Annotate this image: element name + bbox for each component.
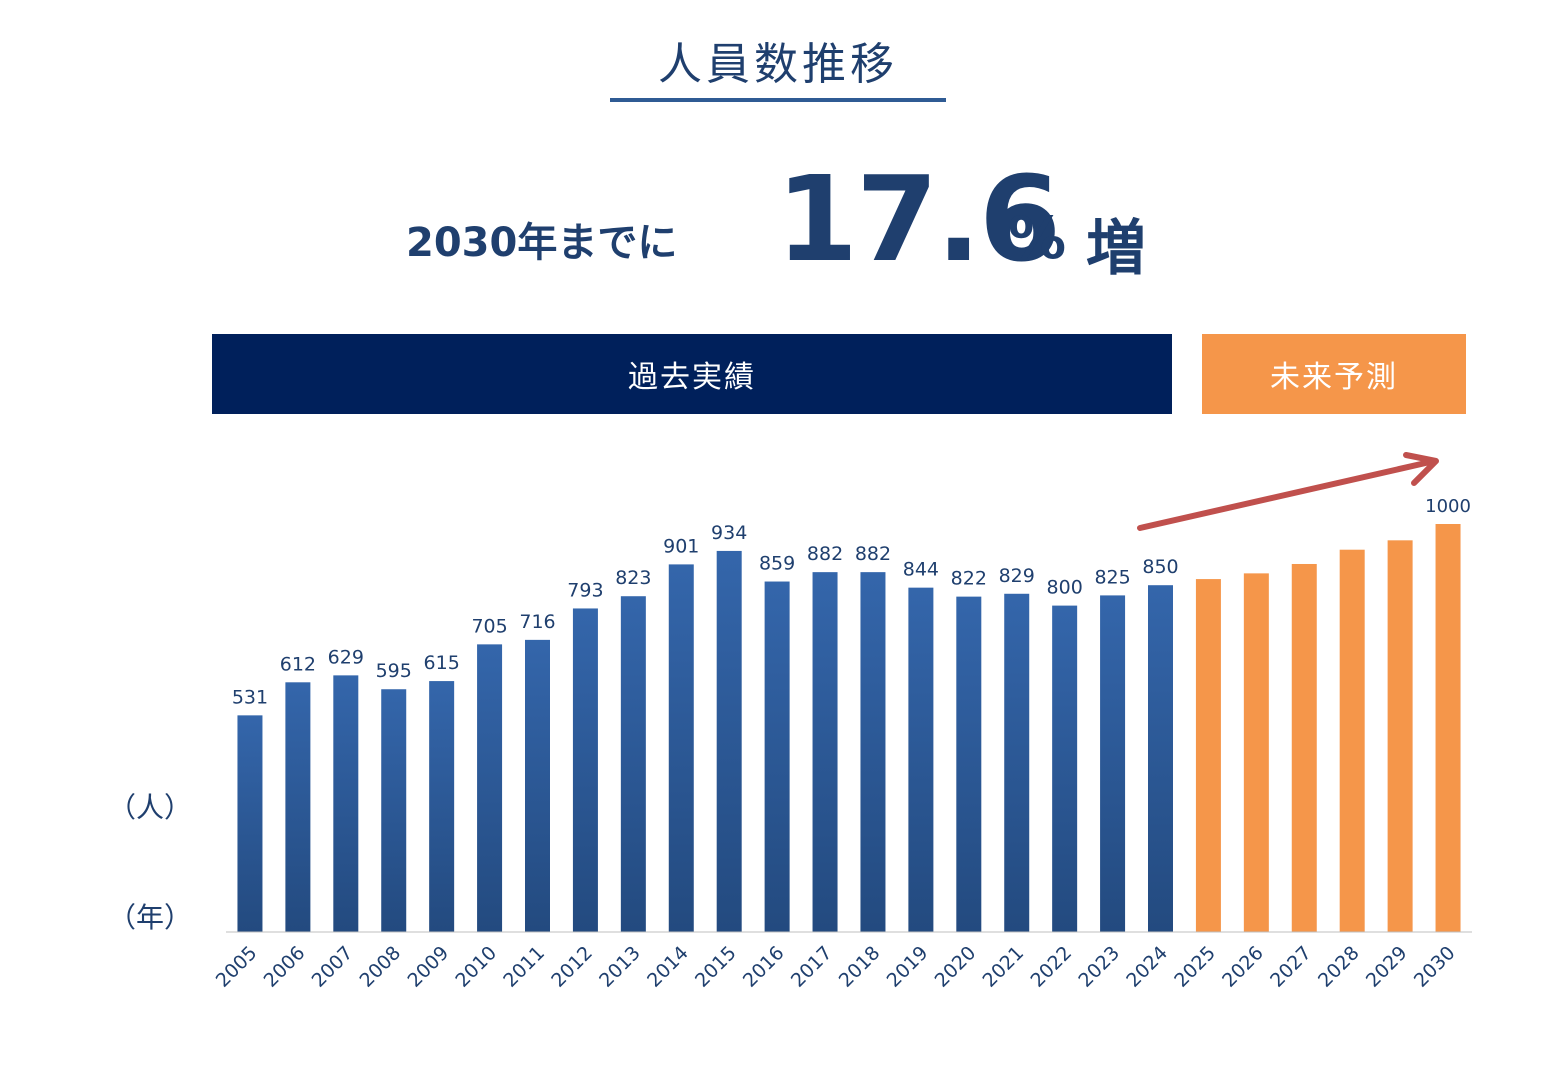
x-tick-label: 2010: [451, 942, 501, 992]
bar-value-label: 829: [999, 565, 1035, 587]
bar-value-label: 800: [1047, 577, 1083, 599]
trend-arrow: [1137, 452, 1439, 531]
bar-actual: [812, 572, 838, 932]
bar-value-label: 612: [280, 653, 316, 675]
bar-value-label: 823: [615, 567, 651, 589]
bar-forecast: [1387, 540, 1413, 932]
x-tick-label: 2014: [643, 942, 693, 992]
y-unit-label: （人）: [108, 791, 193, 824]
x-tick-label: 2029: [1362, 942, 1412, 992]
bar-value-label: 716: [519, 611, 555, 633]
bar-actual: [860, 572, 886, 932]
x-tick-label: 2005: [212, 942, 262, 992]
bar-actual: [237, 715, 263, 932]
headline-suffix: 増: [1086, 214, 1146, 284]
past-results-label: 過去実績: [628, 360, 756, 395]
bar-actual: [620, 596, 646, 932]
x-tick-label: 2015: [691, 942, 741, 992]
bar-forecast: [1195, 579, 1221, 932]
headline-number: 17.6: [776, 150, 1061, 288]
x-tick-label: 2024: [1122, 942, 1172, 992]
bar-value-label: 901: [663, 535, 699, 557]
x-tick-label: 2008: [356, 942, 406, 992]
bar-value-label: 825: [1094, 566, 1130, 588]
x-tick-label: 2030: [1410, 942, 1460, 992]
future-forecast-band: 未来予測: [1202, 334, 1466, 414]
x-tick-label: 2025: [1170, 942, 1220, 992]
bar-value-label: 595: [376, 660, 412, 682]
past-results-band: 過去実績: [212, 334, 1172, 414]
bar-actual: [381, 689, 407, 932]
x-tick-label: 2021: [979, 942, 1029, 992]
headline-percent: %: [1008, 204, 1067, 272]
trend-arrow-shaft: [1137, 459, 1433, 531]
bar-actual: [285, 682, 311, 932]
title-underline: [610, 98, 946, 102]
bar-actual: [572, 608, 598, 932]
x-tick-label: 2006: [260, 942, 310, 992]
x-tick-label: 2007: [308, 942, 358, 992]
x-tick-label: 2022: [1026, 942, 1076, 992]
x-tick-label: 2028: [1314, 942, 1364, 992]
bar-value-label: 793: [567, 579, 603, 601]
bar-value-label: 705: [471, 615, 507, 637]
x-tick-label: 2019: [883, 942, 933, 992]
x-tick-label: 2017: [787, 942, 837, 992]
trend-arrow-head: [1403, 452, 1439, 486]
x-tick-label: 2027: [1266, 942, 1316, 992]
bar-value-label: 859: [759, 553, 795, 575]
x-tick-label: 2016: [739, 942, 789, 992]
x-tick-label: 2009: [403, 942, 453, 992]
bar-actual: [956, 596, 982, 932]
x-tick-label: 2020: [931, 942, 981, 992]
bar-forecast: [1339, 549, 1365, 932]
x-tick-labels-group: 2005200620072008200920102011201220132014…: [212, 942, 1460, 992]
bar-forecast: [1291, 563, 1317, 932]
bar-actual: [1052, 605, 1078, 932]
x-tick-label: 2026: [1218, 942, 1268, 992]
bar-actual: [908, 587, 934, 932]
x-unit-label: （年）: [108, 901, 193, 934]
bar-actual: [525, 639, 550, 932]
x-tick-label: 2023: [1074, 942, 1124, 992]
bar-actual: [477, 644, 503, 932]
bar-forecast: [1243, 573, 1269, 932]
x-tick-label: 2013: [595, 942, 645, 992]
bar-value-label: 531: [232, 686, 268, 708]
page-title: 人員数推移: [658, 39, 898, 90]
bar-value-label: 615: [424, 652, 460, 674]
bar-actual: [668, 564, 694, 932]
bar-value-label: 882: [855, 543, 891, 565]
x-tick-label: 2018: [835, 942, 885, 992]
value-labels-group: 531 612 629 595 615 705 716 793 823 901 934 859 882 8…: [232, 496, 1471, 708]
bar-value-label: 882: [807, 543, 843, 565]
bars-group: [237, 524, 1461, 932]
headline-prefix: 2030年までに: [406, 220, 678, 266]
bar-actual: [764, 581, 790, 932]
bar-value-label: 934: [711, 522, 747, 544]
bar-value-label: 844: [903, 559, 939, 581]
x-tick-label: 2011: [499, 942, 549, 992]
bar-value-label: 822: [951, 568, 987, 590]
bar-actual: [1004, 593, 1030, 932]
bar-actual: [1148, 585, 1173, 932]
future-forecast-label: 未来予測: [1270, 360, 1398, 395]
bar-actual: [1100, 595, 1126, 932]
bar-value-label: 1000: [1425, 496, 1471, 517]
bar-value-label: 850: [1142, 556, 1178, 578]
bar-actual: [429, 681, 455, 932]
x-tick-label: 2012: [547, 942, 597, 992]
bar-actual: [716, 550, 742, 932]
bar-actual: [333, 675, 359, 932]
bar-value-label: 629: [328, 646, 364, 668]
bar-forecast: [1435, 524, 1461, 932]
